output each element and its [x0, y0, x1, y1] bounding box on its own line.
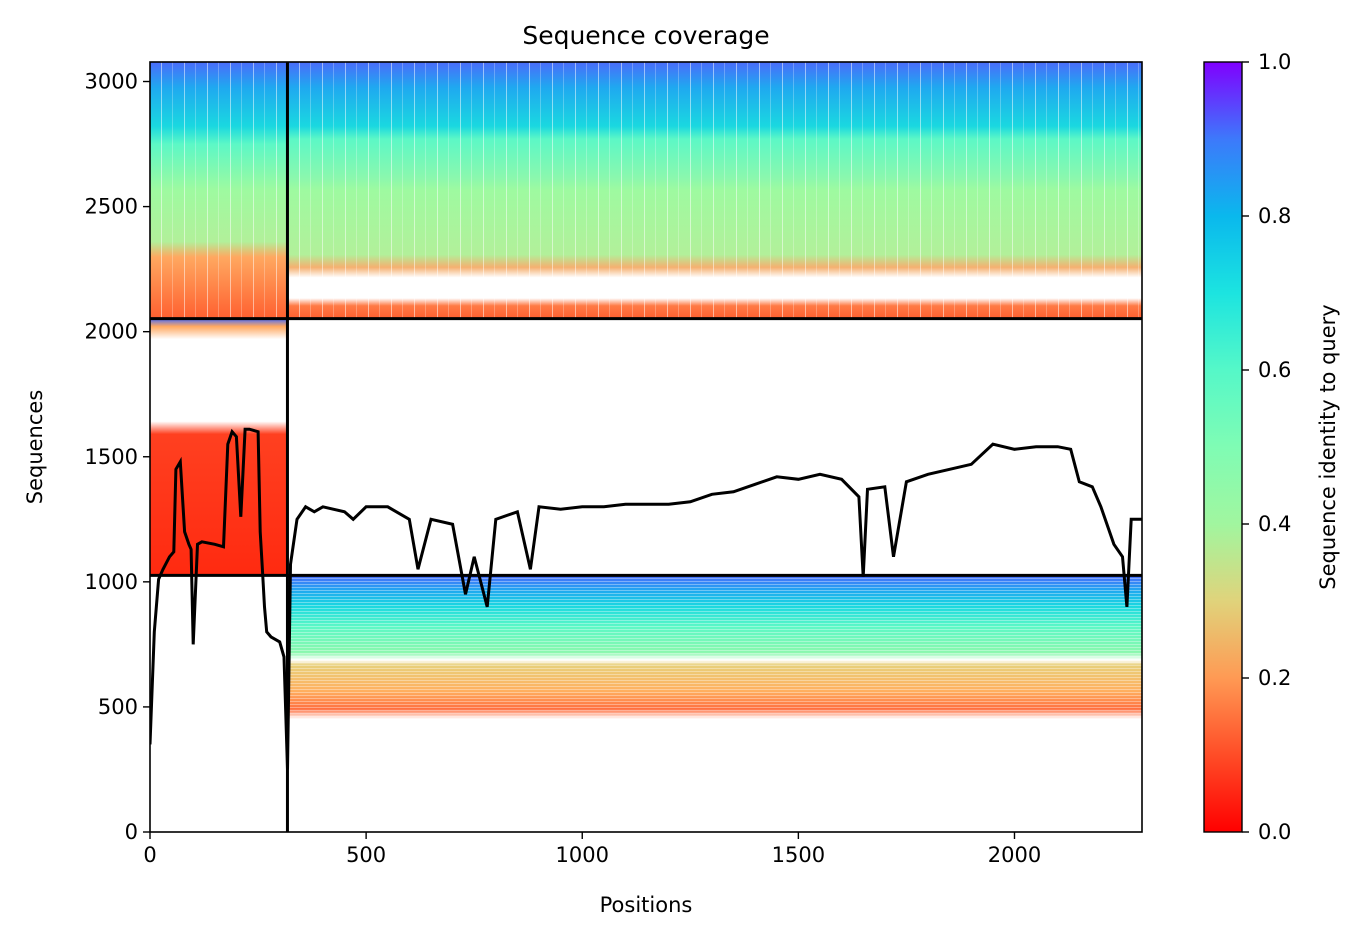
y-axis-label: Sequences [23, 390, 47, 505]
block-dividers [150, 62, 1142, 832]
y-tick-label: 2000 [85, 320, 138, 344]
heatmap-texture-bottom [287, 575, 1142, 832]
colorbar-tick-label: 0.0 [1258, 820, 1291, 844]
y-axis: 0 500 1000 1500 2000 2500 3000 [85, 70, 150, 844]
colorbar-tick-label: 0.6 [1258, 358, 1291, 382]
x-tick-label: 1000 [556, 843, 609, 867]
x-tick-label: 2000 [988, 843, 1041, 867]
x-tick-label: 1500 [772, 843, 825, 867]
colorbar-ticks: 0.0 0.2 0.4 0.6 0.8 1.0 [1242, 50, 1291, 844]
x-tick-label: 0 [143, 843, 156, 867]
colorbar-gradient [1203, 61, 1243, 833]
y-tick-label: 0 [125, 820, 138, 844]
colorbar: 0.0 0.2 0.4 0.6 0.8 1.0 Sequence identity to … [1203, 50, 1340, 844]
x-axis: 0 500 1000 1500 2000 [143, 832, 1041, 867]
heatmap-block-middle-left [150, 318, 288, 576]
heatmap-texture-top [150, 62, 1142, 319]
x-tick-label: 500 [346, 843, 386, 867]
colorbar-tick-label: 0.4 [1258, 512, 1291, 536]
chart-title: Sequence coverage [522, 21, 769, 50]
x-axis-label: Positions [600, 893, 693, 917]
colorbar-tick-label: 0.2 [1258, 666, 1291, 690]
colorbar-label: Sequence identity to query [1316, 304, 1340, 589]
y-tick-label: 3000 [85, 70, 138, 94]
plot-frame [149, 61, 1143, 833]
colorbar-tick-label: 1.0 [1258, 50, 1291, 74]
y-tick-label: 500 [98, 695, 138, 719]
y-tick-label: 1500 [85, 445, 138, 469]
coverage-heatmap [150, 62, 1142, 832]
y-tick-label: 1000 [85, 570, 138, 594]
coverage-line [150, 427, 1142, 770]
colorbar-tick-label: 0.8 [1258, 204, 1291, 228]
y-tick-label: 2500 [85, 195, 138, 219]
